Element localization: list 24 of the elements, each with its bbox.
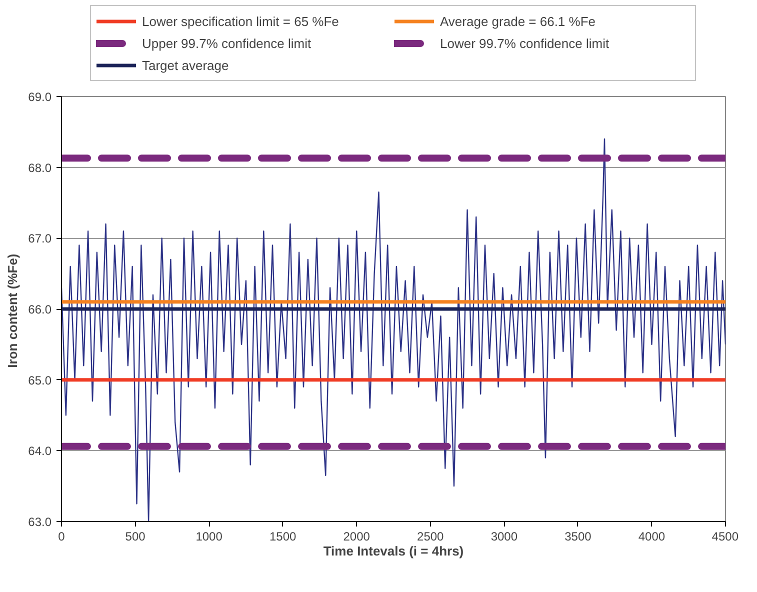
y-tick-label: 65.0 <box>28 373 52 388</box>
y-tick-label: 66.0 <box>28 302 52 316</box>
x-tick-label: 500 <box>125 530 146 544</box>
x-tick-label: 0 <box>58 530 66 544</box>
x-tick-label: 1000 <box>196 530 223 544</box>
y-tick-label: 69.0 <box>28 90 52 104</box>
y-tick-label: 68.0 <box>28 160 52 175</box>
y-tick-label: 64.0 <box>28 444 52 458</box>
y-tick-label: 63.0 <box>28 515 52 529</box>
legend-label: Target average <box>142 57 230 73</box>
x-tick-label: 4500 <box>712 530 739 544</box>
x-tick-label: 3500 <box>564 530 592 544</box>
y-tick-label: 67.0 <box>28 232 52 246</box>
x-tick-label: 3000 <box>490 530 518 544</box>
x-tick-label: 2000 <box>343 530 370 544</box>
x-axis-title: Time Intevals (i = 4hrs) <box>323 544 464 558</box>
x-tick-label: 2500 <box>417 530 444 544</box>
legend-label: Lower 99.7% confidence limit <box>440 35 610 51</box>
y-axis-title: Iron content (%Fe) <box>5 254 20 368</box>
x-tick-label: 4000 <box>638 530 666 544</box>
legend-label: Average grade = 66.1 %Fe <box>440 13 597 29</box>
legend-label: Lower specification limit = 65 %Fe <box>142 13 340 29</box>
legend-label: Upper 99.7% confidence limit <box>142 35 312 51</box>
x-tick-label: 1500 <box>269 530 297 544</box>
